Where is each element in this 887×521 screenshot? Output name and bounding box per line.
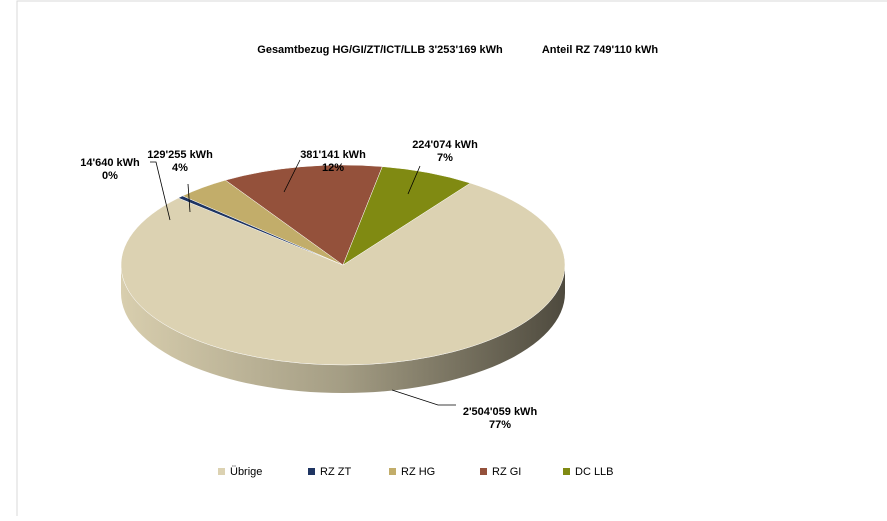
- data-label-percent: 77%: [489, 419, 511, 431]
- legend-swatch: [563, 468, 570, 475]
- legend-swatch: [218, 468, 225, 475]
- slice: [342, 166, 471, 266]
- data-label: 224'074 kWh: [412, 139, 478, 151]
- legend-label: DC LLB: [575, 466, 614, 478]
- legend-label: Übrige: [230, 466, 262, 478]
- slice: [120, 182, 566, 366]
- data-label-percent: 4%: [172, 162, 188, 174]
- data-label: 129'255 kWh: [147, 149, 213, 161]
- leader-line: [283, 159, 301, 193]
- leader-line: [187, 183, 191, 213]
- legend-swatch: [480, 468, 487, 475]
- legend-swatch: [308, 468, 315, 475]
- legend-label: RZ GI: [492, 466, 521, 478]
- leader-line: [407, 165, 421, 195]
- data-label: 14'640 kWh: [80, 157, 140, 169]
- data-label: 381'141 kWh: [300, 149, 366, 161]
- legend-label: RZ ZT: [320, 466, 351, 478]
- leader-line: [150, 161, 171, 221]
- slice-side: [121, 265, 565, 393]
- data-label-percent: 0%: [102, 170, 118, 182]
- legend-label: RZ HG: [401, 466, 435, 478]
- chart-title: Gesamtbezug HG/GI/ZT/ICT/LLB 3'253'169 k…: [257, 44, 503, 56]
- data-label-percent: 7%: [437, 152, 453, 164]
- slice: [224, 164, 383, 266]
- legend-swatch: [389, 468, 396, 475]
- data-label-percent: 12%: [322, 162, 344, 174]
- leader-line: [391, 389, 456, 406]
- chart-subtitle: Anteil RZ 749'110 kWh: [542, 44, 659, 56]
- data-label: 2'504'059 kWh: [463, 406, 538, 418]
